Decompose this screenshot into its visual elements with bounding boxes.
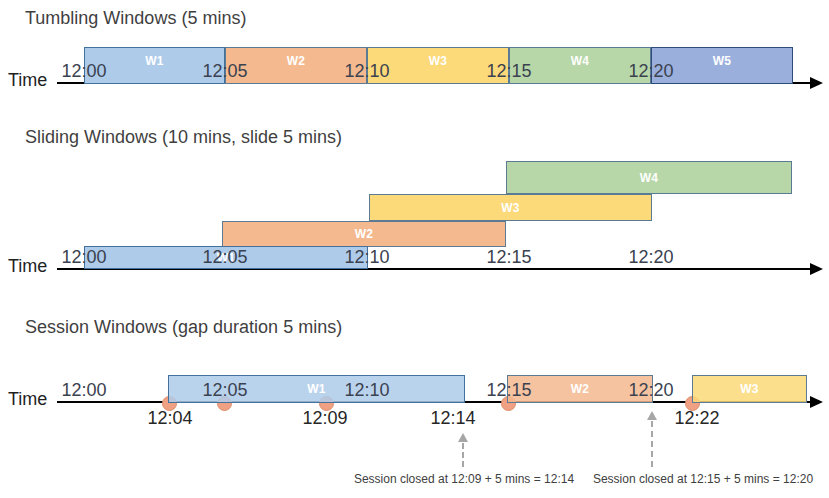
session-close-arrow-1-head-icon <box>458 433 468 442</box>
session-close-arrow-2-head-icon <box>647 411 657 420</box>
event-label-1222: 12:22 <box>674 408 719 428</box>
tumbling-axis-arrowhead-icon <box>810 77 823 89</box>
window-label: W3 <box>429 54 448 68</box>
session-close-annotation-2: Session closed at 12:15 + 5 mins = 12:20 <box>593 472 813 486</box>
sliding-tick-1220: 12:20 <box>628 247 673 267</box>
tumbling-tick-1210: 12:10 <box>344 61 389 81</box>
sliding-axis-label: Time <box>8 256 47 277</box>
window-label: W2 <box>287 54 306 68</box>
session-axis-arrowhead-icon <box>810 396 823 408</box>
window-label: W2 <box>355 227 374 241</box>
event-label-1209: 12:09 <box>302 408 347 428</box>
sliding-window-w4: W4 <box>506 161 792 194</box>
event-label-1214: 12:14 <box>430 408 475 428</box>
tumbling-title: Tumbling Windows (5 mins) <box>25 8 246 29</box>
sliding-window-w2: W2 <box>222 221 506 247</box>
window-label: W4 <box>640 171 659 185</box>
window-label: W3 <box>501 201 520 215</box>
event-label-1204: 12:04 <box>147 408 192 428</box>
window-label: W2 <box>571 382 590 396</box>
tumbling-tick-1215: 12:15 <box>486 61 531 81</box>
sliding-axis-arrowhead-icon <box>810 263 823 275</box>
window-label: W3 <box>740 382 759 396</box>
sliding-tick-1200: 12:00 <box>61 247 106 267</box>
session-close-arrow-1 <box>462 443 464 467</box>
session-tick-1210: 12:10 <box>344 380 389 400</box>
sliding-title: Sliding Windows (10 mins, slide 5 mins) <box>25 127 342 148</box>
sliding-tick-1210: 12:10 <box>344 247 389 267</box>
tumbling-tick-1205: 12:05 <box>202 61 247 81</box>
window-label: W5 <box>713 54 732 68</box>
session-close-arrow-2 <box>651 421 653 467</box>
window-label: W4 <box>571 54 590 68</box>
sliding-window-w3: W3 <box>369 194 652 221</box>
tumbling-tick-1200: 12:00 <box>61 61 106 81</box>
sliding-tick-1205: 12:05 <box>202 247 247 267</box>
session-tick-1215: 12:15 <box>486 380 531 400</box>
sliding-tick-1215: 12:15 <box>486 247 531 267</box>
session-tick-1205: 12:05 <box>202 380 247 400</box>
session-window-w3: W3 <box>692 375 807 403</box>
session-tick-1200: 12:00 <box>61 380 106 400</box>
tumbling-axis-label: Time <box>8 70 47 91</box>
session-tick-1220: 12:20 <box>628 380 673 400</box>
session-close-annotation-1: Session closed at 12:09 + 5 mins = 12:14 <box>354 472 574 486</box>
session-title: Session Windows (gap duration 5 mins) <box>25 317 342 338</box>
window-label: W1 <box>307 382 326 396</box>
window-label: W1 <box>145 54 164 68</box>
tumbling-tick-1220: 12:20 <box>628 61 673 81</box>
session-axis-label: Time <box>8 389 47 410</box>
